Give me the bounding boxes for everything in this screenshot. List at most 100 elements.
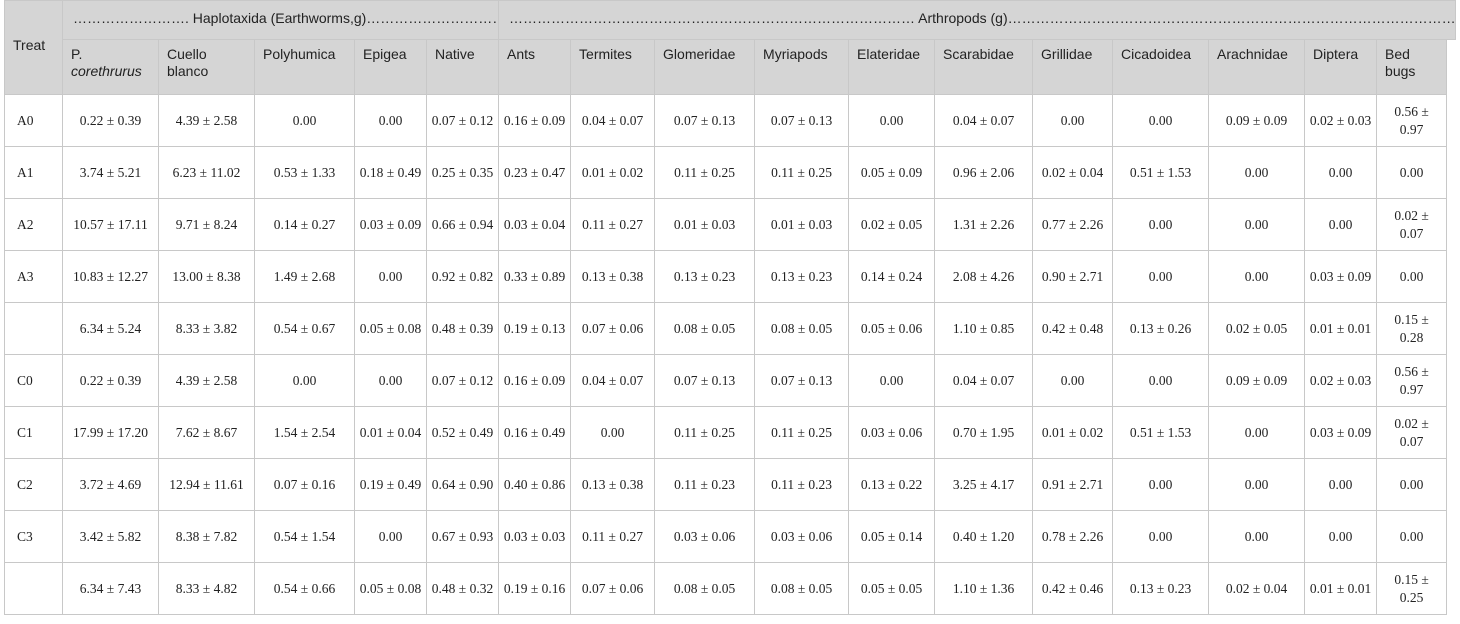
value-cell: 8.38 ± 7.82 — [158, 510, 255, 563]
value-cell: 4.39 ± 2.58 — [158, 354, 255, 407]
column-header: Arachnidae — [1208, 39, 1306, 95]
value-cell: 0.54 ± 0.66 — [254, 562, 355, 615]
data-table: Treat ……………………. Haplotaxida (Earthworms,… — [4, 0, 1456, 615]
value-cell: 0.16 ± 0.49 — [498, 406, 572, 459]
value-cell: 3.74 ± 5.21 — [62, 146, 159, 199]
value-cell: 3.25 ± 4.17 — [934, 458, 1034, 511]
value-cell: 0.00 — [354, 510, 427, 563]
value-cell: 0.07 ± 0.06 — [570, 562, 656, 615]
value-cell: 0.14 ± 0.27 — [254, 198, 355, 251]
value-cell: 0.11 ± 0.27 — [570, 198, 656, 251]
value-cell: 0.02 ± 0.05 — [848, 198, 936, 251]
column-header: Diptera — [1304, 39, 1378, 95]
value-cell: 0.66 ± 0.94 — [425, 198, 500, 251]
value-cell: 0.11 ± 0.23 — [754, 458, 850, 511]
value-cell: 0.00 — [1112, 94, 1210, 147]
value-cell: 1.49 ± 2.68 — [254, 250, 355, 303]
value-cell: 0.00 — [848, 94, 936, 147]
value-cell: 0.00 — [1208, 458, 1306, 511]
value-cell: 0.03 ± 0.06 — [848, 406, 936, 459]
value-cell: 0.05 ± 0.06 — [848, 302, 936, 355]
value-cell: 1.54 ± 2.54 — [254, 406, 355, 459]
header-group-row: Treat ……………………. Haplotaxida (Earthworms,… — [4, 0, 1456, 95]
column-header: Scarabidae — [934, 39, 1034, 95]
column-header: Ants — [498, 39, 572, 95]
treat-cell — [4, 562, 63, 615]
column-header-label: Epigea — [363, 46, 407, 62]
column-header-label: Ants — [507, 46, 536, 62]
value-cell: 0.42 ± 0.46 — [1032, 562, 1114, 615]
value-cell: 0.25 ± 0.35 — [425, 146, 500, 199]
value-cell: 0.03 ± 0.09 — [1304, 406, 1378, 459]
table-row: C0 0.22 ± 0.39 4.39 ± 2.58 0.00 0.00 0.07 ± 0… — [4, 354, 1456, 407]
treat-cell: C1 — [4, 406, 63, 459]
table-body: A0 0.22 ± 0.39 4.39 ± 2.58 0.00 0.00 0.07 ± 0… — [4, 94, 1456, 615]
value-cell: 0.51 ± 1.53 — [1112, 146, 1210, 199]
data-table-container: Treat ……………………. Haplotaxida (Earthworms,… — [4, 0, 1460, 615]
value-cell: 0.02 ± 0.05 — [1208, 302, 1306, 355]
value-cell: 0.77 ± 2.26 — [1032, 198, 1114, 251]
column-header: Elateridae — [848, 39, 936, 95]
value-cell: 0.00 — [1376, 510, 1448, 563]
value-cell: 0.00 — [1112, 458, 1210, 511]
value-cell: 0.18 ± 0.49 — [354, 146, 427, 199]
value-cell: 0.48 ± 0.32 — [425, 562, 500, 615]
value-cell: 0.02 ± 0.03 — [1304, 354, 1378, 407]
value-cell: 0.78 ± 2.26 — [1032, 510, 1114, 563]
value-cell: 0.00 — [1304, 458, 1378, 511]
column-header-label: Scarabidae — [943, 46, 1014, 62]
table-row: A2 10.57 ± 17.11 9.71 ± 8.24 0.14 ± 0.27 0.0… — [4, 198, 1456, 251]
column-header: Termites — [570, 39, 656, 95]
value-cell: 0.15 ± 0.28 — [1376, 302, 1448, 355]
treat-cell: A2 — [4, 198, 63, 251]
table-row: 6.34 ± 7.43 8.33 ± 4.82 0.54 ± 0.66 0.05 ± … — [4, 562, 1456, 615]
value-cell: 0.00 — [1112, 198, 1210, 251]
value-cell: 0.00 — [1208, 406, 1306, 459]
table-header: Treat ……………………. Haplotaxida (Earthworms,… — [4, 0, 1456, 95]
column-header: Myriapods — [754, 39, 850, 95]
value-cell: 10.57 ± 17.11 — [62, 198, 159, 251]
value-cell: 0.00 — [1208, 250, 1306, 303]
value-cell: 0.00 — [354, 94, 427, 147]
table-row: C1 17.99 ± 17.20 7.62 ± 8.67 1.54 ± 2.54 0.0… — [4, 406, 1456, 459]
value-cell: 7.62 ± 8.67 — [158, 406, 255, 459]
column-header-label: Arachnidae — [1217, 46, 1288, 62]
value-cell: 0.48 ± 0.39 — [425, 302, 500, 355]
value-cell: 0.04 ± 0.07 — [934, 354, 1034, 407]
column-group-header: …………………………………………………………………………… Arthropods… — [498, 0, 1456, 40]
value-cell: 0.16 ± 0.09 — [498, 354, 572, 407]
value-cell: 3.72 ± 4.69 — [62, 458, 159, 511]
value-cell: 0.40 ± 0.86 — [498, 458, 572, 511]
value-cell: 0.09 ± 0.09 — [1208, 94, 1306, 147]
value-cell: 0.05 ± 0.08 — [354, 302, 427, 355]
column-header-label: Diptera — [1313, 46, 1359, 62]
value-cell: 0.64 ± 0.90 — [425, 458, 500, 511]
value-cell: 0.19 ± 0.16 — [498, 562, 572, 615]
value-cell: 0.14 ± 0.24 — [848, 250, 936, 303]
value-cell: 0.01 ± 0.01 — [1304, 302, 1378, 355]
value-cell: 0.02 ± 0.03 — [1304, 94, 1378, 147]
value-cell: 12.94 ± 11.61 — [158, 458, 255, 511]
column-header: Bed bugs — [1376, 39, 1448, 95]
value-cell: 0.11 ± 0.27 — [570, 510, 656, 563]
column-header: Epigea — [354, 39, 427, 95]
value-cell: 0.05 ± 0.05 — [848, 562, 936, 615]
column-header-label: Termites — [579, 46, 632, 62]
value-cell: 0.08 ± 0.05 — [654, 302, 756, 355]
column-header-label: Native — [435, 46, 475, 62]
column-header: Cicadoidea — [1112, 39, 1210, 95]
column-header-label: Polyhumica — [263, 46, 336, 62]
table-row: A1 3.74 ± 5.21 6.23 ± 11.02 0.53 ± 1.33 0.18… — [4, 146, 1456, 199]
treat-header: Treat — [4, 0, 63, 95]
value-cell: 0.91 ± 2.71 — [1032, 458, 1114, 511]
value-cell: 0.04 ± 0.07 — [570, 94, 656, 147]
value-cell: 0.01 ± 0.02 — [570, 146, 656, 199]
value-cell: 0.22 ± 0.39 — [62, 354, 159, 407]
value-cell: 0.04 ± 0.07 — [934, 94, 1034, 147]
column-header-label: Cuello blanco — [167, 46, 209, 79]
value-cell: 0.67 ± 0.93 — [425, 510, 500, 563]
value-cell: 0.00 — [1304, 510, 1378, 563]
value-cell: 0.13 ± 0.38 — [570, 458, 656, 511]
treat-cell — [4, 302, 63, 355]
value-cell: 0.00 — [1112, 354, 1210, 407]
